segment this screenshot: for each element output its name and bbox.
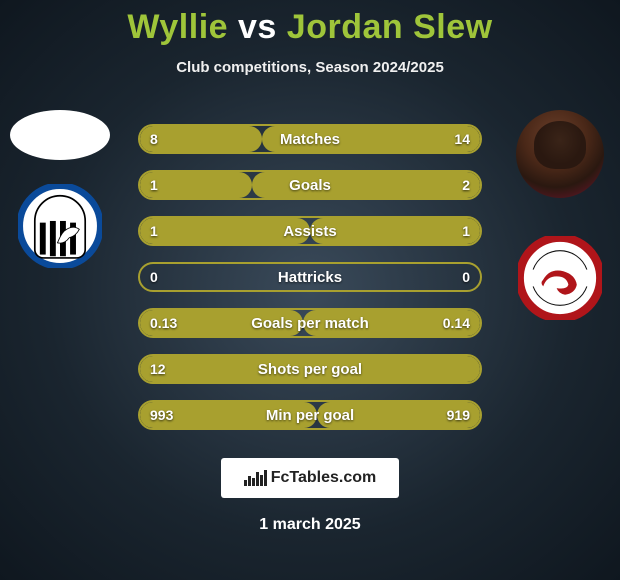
title-vs: vs bbox=[238, 8, 277, 46]
stat-label: Goals per match bbox=[140, 315, 480, 332]
stat-row: 1Assists1 bbox=[138, 216, 482, 246]
stat-value-right: 919 bbox=[447, 407, 470, 423]
footer-brand-logo: FcTables.com bbox=[221, 458, 399, 498]
stats-container: 8Matches141Goals21Assists10Hattricks00.1… bbox=[138, 124, 482, 446]
title-player-right: Jordan Slew bbox=[287, 8, 493, 46]
player-right-club-crest bbox=[518, 236, 602, 320]
title-player-left: Wyllie bbox=[127, 8, 228, 46]
footer-brand-text: FcTables.com bbox=[271, 469, 377, 487]
stat-label: Goals bbox=[140, 177, 480, 194]
right-column bbox=[510, 110, 610, 320]
stat-row: 8Matches14 bbox=[138, 124, 482, 154]
player-right-avatar bbox=[516, 110, 604, 198]
bars-icon bbox=[244, 470, 267, 486]
stat-label: Shots per goal bbox=[140, 361, 480, 378]
player-left-avatar-placeholder bbox=[10, 110, 110, 160]
stat-row: 1Goals2 bbox=[138, 170, 482, 200]
page-title: Wyllie vs Jordan Slew bbox=[0, 0, 620, 47]
stat-value-right: 1 bbox=[462, 223, 470, 239]
stat-label: Matches bbox=[140, 131, 480, 148]
subtitle: Club competitions, Season 2024/2025 bbox=[0, 59, 620, 76]
stat-value-right: 0 bbox=[462, 269, 470, 285]
stat-value-right: 14 bbox=[454, 131, 470, 147]
player-left-club-crest bbox=[18, 184, 102, 268]
stat-row: 993Min per goal919 bbox=[138, 400, 482, 430]
stat-label: Min per goal bbox=[140, 407, 480, 424]
stat-value-right: 2 bbox=[462, 177, 470, 193]
footer-date: 1 march 2025 bbox=[0, 516, 620, 534]
stat-label: Assists bbox=[140, 223, 480, 240]
stat-row: 0.13Goals per match0.14 bbox=[138, 308, 482, 338]
stat-row: 0Hattricks0 bbox=[138, 262, 482, 292]
stat-row: 12Shots per goal bbox=[138, 354, 482, 384]
left-column bbox=[10, 110, 110, 268]
stat-label: Hattricks bbox=[140, 269, 480, 286]
stat-value-right: 0.14 bbox=[443, 315, 470, 331]
